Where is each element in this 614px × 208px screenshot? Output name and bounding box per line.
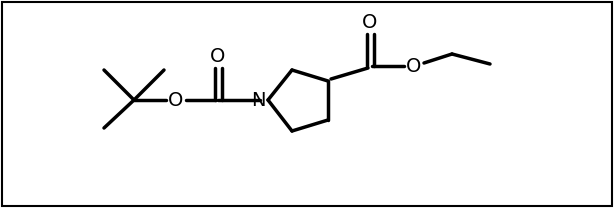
Text: O: O	[168, 90, 184, 109]
Text: O: O	[211, 47, 226, 66]
Text: N: N	[251, 90, 265, 109]
Text: O: O	[406, 57, 422, 76]
Text: O: O	[362, 12, 378, 31]
